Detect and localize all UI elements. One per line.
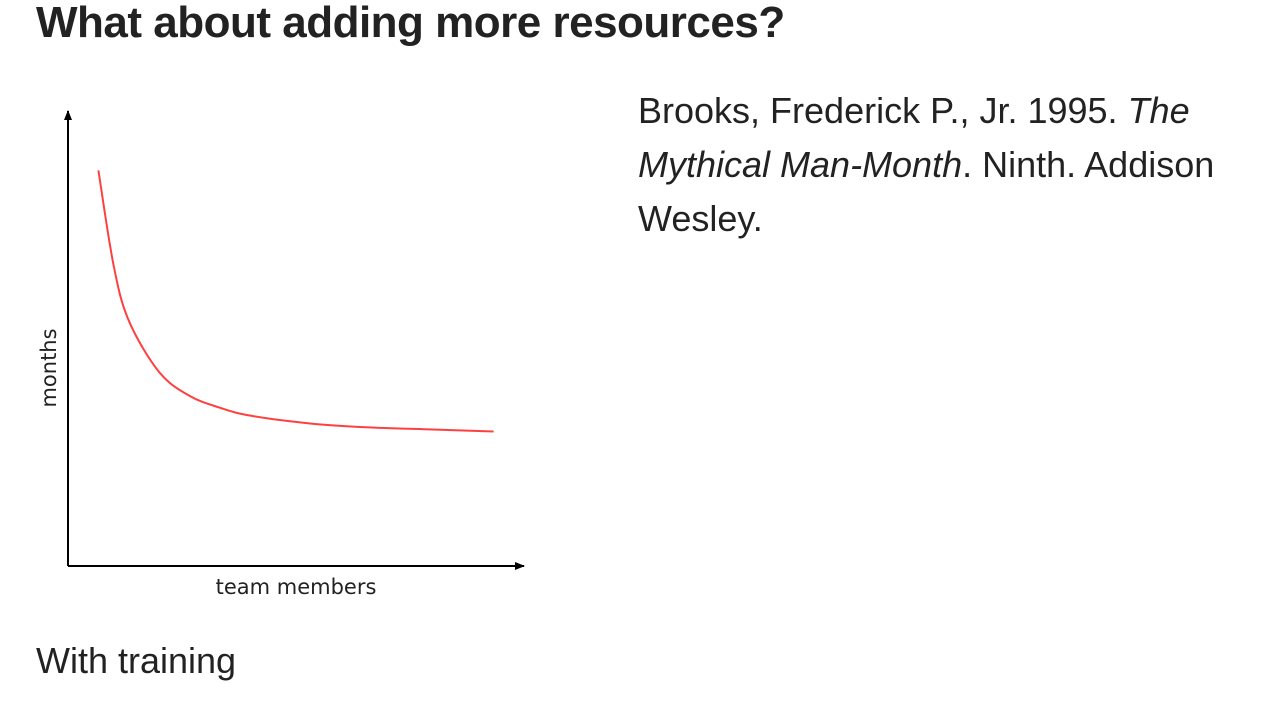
chart-svg: team members months	[37, 110, 525, 599]
slide-caption: With training	[36, 640, 237, 681]
chart-series-line	[97, 170, 494, 433]
chart-figure: team members months	[30, 98, 535, 608]
citation: Brooks, Frederick P., Jr. 1995. The Myth…	[638, 84, 1263, 246]
x-axis-label: team members	[216, 575, 377, 599]
y-axis-label: months	[37, 328, 61, 407]
citation-details: . Ninth. Addison Wesley.	[638, 144, 1215, 239]
citation-book-title: The Mythical Man-Month	[638, 90, 1190, 185]
slide-title: What about adding more resources?	[36, 0, 785, 47]
citation-authors: Brooks, Frederick P., Jr. 1995.	[638, 90, 1128, 131]
